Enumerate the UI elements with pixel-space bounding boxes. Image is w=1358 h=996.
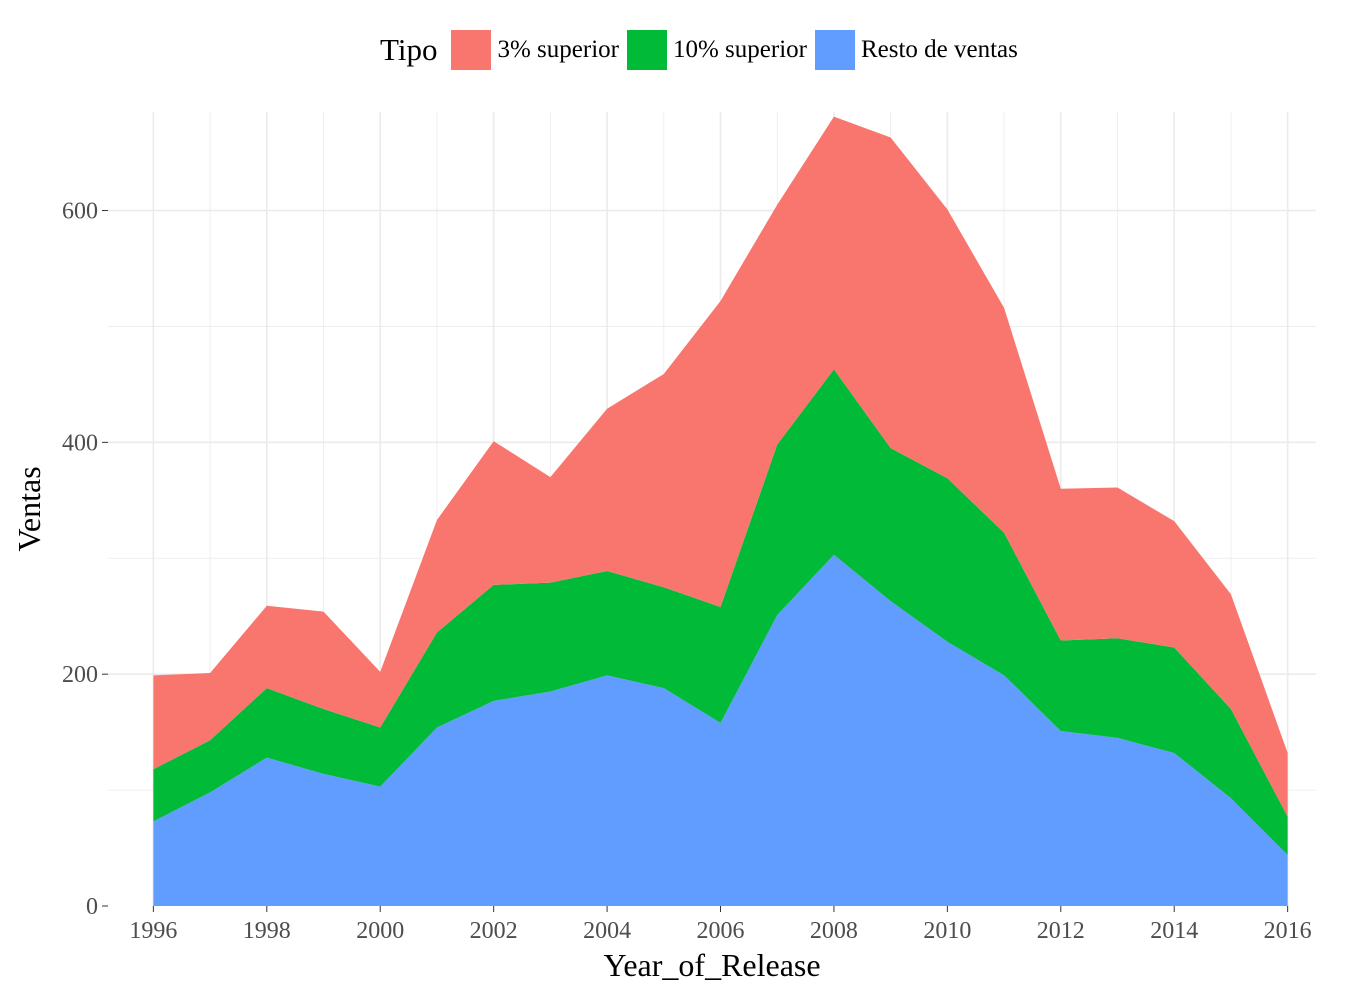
area-rest xyxy=(153,554,1288,906)
legend-label-top3: 3% superior xyxy=(497,36,619,63)
y-axis-title: Ventas xyxy=(11,466,47,551)
legend-item-top3: 3% superior xyxy=(451,30,619,70)
x-tick-label: 2012 xyxy=(1037,918,1085,944)
legend-label-rest: Resto de ventas xyxy=(860,36,1018,63)
x-tick-label: 2006 xyxy=(697,918,745,944)
x-tick-label: 1998 xyxy=(243,918,291,944)
x-tick-label: 2004 xyxy=(583,918,631,944)
y-tick-label: 0 xyxy=(86,894,98,920)
x-tick-label: 2002 xyxy=(470,918,518,944)
area-top10 xyxy=(153,369,1288,855)
x-tick-label: 2008 xyxy=(810,918,858,944)
x-tick-label: 2000 xyxy=(356,918,404,944)
x-tick-label: 1996 xyxy=(129,918,177,944)
y-axis: 0 200 400 600 xyxy=(62,199,108,920)
x-tick-label: 2014 xyxy=(1150,918,1198,944)
area-top3 xyxy=(153,116,1288,817)
legend-title: Tipo xyxy=(380,32,438,67)
x-tick-label: 2010 xyxy=(923,918,971,944)
legend: Tipo 3% superior 10% superior Resto de v… xyxy=(380,28,1026,72)
legend-key-top3 xyxy=(451,30,492,70)
areas xyxy=(153,116,1288,906)
legend-key-top10 xyxy=(626,30,667,70)
legend-key-rest xyxy=(814,30,855,70)
x-tick-label: 2016 xyxy=(1264,918,1312,944)
legend-label-top10: 10% superior xyxy=(672,36,807,63)
x-axis: 1996 1998 2000 2002 2004 2006 2008 2010 2012 2014… xyxy=(129,906,1312,944)
y-tick-label: 400 xyxy=(62,430,98,456)
y-tick-label: 200 xyxy=(62,662,98,688)
x-axis-title: Year_of_Release xyxy=(603,947,820,983)
legend-item-top10: 10% superior xyxy=(626,30,807,70)
y-tick-label: 600 xyxy=(62,199,98,225)
legend-item-rest: Resto de ventas xyxy=(814,30,1018,70)
